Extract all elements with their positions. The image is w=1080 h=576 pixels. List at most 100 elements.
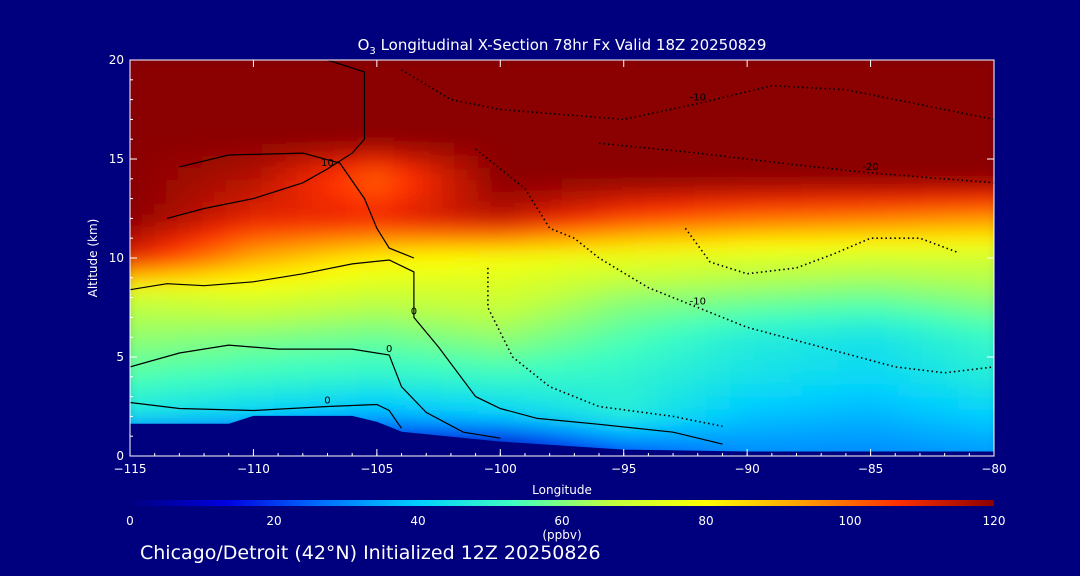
field-cell [166,300,179,313]
field-cell [718,288,731,301]
field-cell [862,120,875,133]
field-cell [274,120,287,133]
field-cell [298,216,311,229]
field-cell [586,372,599,385]
field-cell [394,300,407,313]
field-cell [826,408,839,421]
field-cell [742,324,755,337]
field-cell [538,240,551,253]
field-cell [466,408,479,421]
field-cell [826,336,839,349]
field-cell [754,168,767,181]
field-cell [838,360,851,373]
field-cell [310,60,323,73]
field-cell [262,96,275,109]
field-cell [850,132,863,145]
field-cell [274,384,287,397]
field-cell [922,144,935,157]
field-cell [430,300,443,313]
field-cell [154,240,167,253]
field-cell [586,192,599,205]
field-cell [478,204,491,217]
field-cell [190,264,203,277]
field-cell [886,276,899,289]
field-cell [718,408,731,421]
field-cell [826,156,839,169]
field-cell [766,96,779,109]
field-cell [130,168,131,181]
field-cell [370,408,383,421]
field-cell [622,264,635,277]
field-cell [262,252,275,265]
field-cell [766,312,779,325]
field-cell [826,60,839,73]
field-cell [658,132,671,145]
field-cell [634,312,647,325]
field-cell [346,156,359,169]
field-cell [670,300,683,313]
field-cell [742,132,755,145]
field-cell [310,108,323,121]
field-cell [370,336,383,349]
field-cell [142,384,155,397]
field-cell [610,192,623,205]
field-cell [454,192,467,205]
field-cell [202,396,215,409]
field-cell [178,144,191,157]
field-cell [178,312,191,325]
field-cell [286,288,299,301]
field-cell [490,156,503,169]
field-cell [490,192,503,205]
field-cell [898,192,911,205]
contour-line [130,259,723,445]
field-cell [886,168,899,181]
field-cell [406,72,419,85]
field-cell [562,264,575,277]
field-cell [994,360,1007,373]
field-cell [994,192,1007,205]
field-cell [286,216,299,229]
field-cell [682,192,695,205]
field-cell [610,384,623,397]
field-cell [418,384,431,397]
field-cell [394,324,407,337]
field-cell [958,108,971,121]
field-cell [814,84,827,97]
field-cell [946,288,959,301]
field-cell [778,372,791,385]
field-cell [634,252,647,265]
field-cell [274,144,287,157]
field-cell [706,216,719,229]
field-cell [958,120,971,133]
field-cell [706,324,719,337]
field-cell [370,168,383,181]
field-cell [250,168,263,181]
field-cell [538,108,551,121]
field-cell [562,384,575,397]
field-cell [298,264,311,277]
field-cell [694,372,707,385]
field-cell [766,348,779,361]
field-cell [658,228,671,241]
field-cell [958,264,971,277]
field-cell [286,84,299,97]
field-cell [586,324,599,337]
field-cell [178,360,191,373]
field-cell [202,156,215,169]
field-cell [238,348,251,361]
field-cell [766,132,779,145]
field-cell [862,204,875,217]
field-cell [130,312,131,325]
field-cell [838,168,851,181]
field-cell [274,312,287,325]
field-cell [202,456,215,469]
field-cell [550,348,563,361]
field-cell [142,144,155,157]
field-cell [334,216,347,229]
field-cell [802,348,815,361]
field-cell [790,144,803,157]
field-cell [334,324,347,337]
field-cell [922,420,935,433]
field-cell [550,240,563,253]
field-cell [682,264,695,277]
